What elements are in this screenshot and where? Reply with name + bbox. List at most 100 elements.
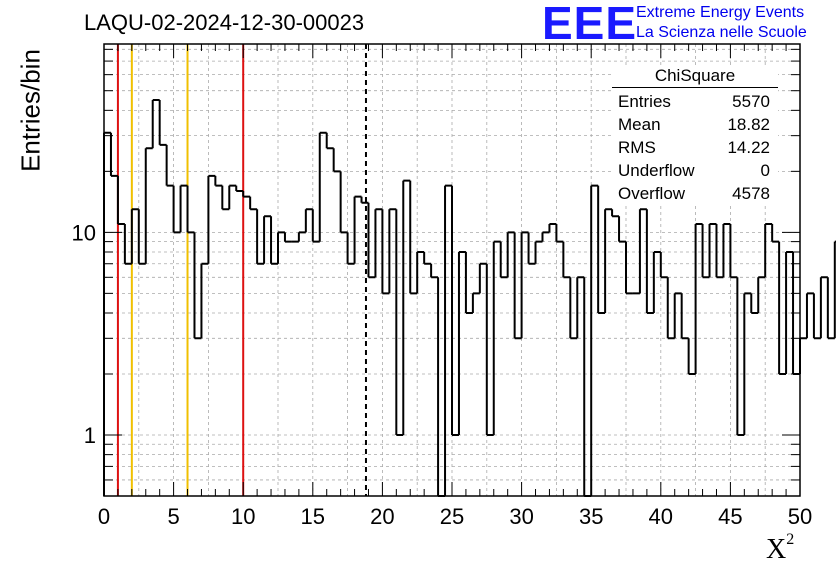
histogram-bin xyxy=(270,216,278,265)
histogram-bin xyxy=(332,148,341,173)
y-tick-label: 10 xyxy=(72,220,96,245)
histogram-bin xyxy=(277,231,285,264)
histogram-bin xyxy=(207,174,216,264)
histogram-bin xyxy=(353,195,362,264)
histogram-bin xyxy=(249,196,258,211)
x-tick-label: 25 xyxy=(440,504,464,529)
stats-value: 0 xyxy=(760,161,770,180)
stats-box: ChiSquare Entries 5570 Mean 18.82 RMS 14.22… xyxy=(612,66,778,205)
histogram-bin xyxy=(360,196,369,204)
x-tick-label: 35 xyxy=(579,504,603,529)
stats-value: 4578 xyxy=(732,184,770,203)
histogram-bin xyxy=(444,184,452,496)
histogram-bin xyxy=(423,251,432,265)
histogram-bin xyxy=(228,184,237,210)
x-tick-label: 40 xyxy=(649,504,673,529)
stats-row-rms: RMS 14.22 xyxy=(612,136,778,159)
histogram-bin xyxy=(137,209,146,265)
logo-text-line2: La Scienza nelle Scuole xyxy=(636,24,807,41)
logo-text-line1: Extreme Energy Events xyxy=(636,4,805,21)
histogram-bin xyxy=(819,276,828,339)
histogram-bin xyxy=(778,241,787,375)
histogram-bin xyxy=(123,223,132,265)
histogram-bin xyxy=(590,184,599,496)
histogram-bin xyxy=(625,241,633,295)
histogram-bin xyxy=(346,232,355,265)
histogram-bin xyxy=(165,144,174,187)
stats-value: 18.82 xyxy=(727,115,770,134)
histogram-bin xyxy=(318,131,327,242)
histogram-bin xyxy=(680,293,689,340)
x-tick-label: 30 xyxy=(509,504,533,529)
histogram-bin xyxy=(367,202,376,279)
histogram-bin xyxy=(673,292,682,339)
histogram-bin xyxy=(722,222,731,278)
histogram-bin xyxy=(381,209,390,295)
histogram-bin xyxy=(618,216,626,243)
stats-label: RMS xyxy=(618,138,656,157)
y-axis-label: Entries/bin xyxy=(15,49,46,172)
run-title: LAQU-02-2024-12-30-00023 xyxy=(84,10,365,35)
histogram-bin xyxy=(186,185,195,234)
stats-row-entries: Entries 5570 xyxy=(612,90,778,113)
histogram-bin xyxy=(325,132,334,150)
histogram-bin xyxy=(256,209,265,265)
histogram-bin xyxy=(652,250,661,313)
histogram-bin xyxy=(569,277,578,340)
histogram-bin xyxy=(694,222,703,374)
histogram-bin xyxy=(395,209,404,436)
stats-label: Entries xyxy=(618,92,671,111)
histogram-bin xyxy=(743,292,752,435)
stats-value: 5570 xyxy=(732,92,770,111)
histogram-bin xyxy=(597,185,606,314)
histogram-bin xyxy=(179,184,188,233)
stats-row-underflow: Underflow 0 xyxy=(612,159,778,182)
histogram-bin xyxy=(409,180,418,295)
histogram-bin xyxy=(812,293,821,340)
eee-logo: EEE xyxy=(542,0,638,49)
histogram-bin xyxy=(708,222,717,278)
histogram-bin xyxy=(471,292,480,313)
histogram-bin xyxy=(263,215,272,264)
x-tick-label: 15 xyxy=(301,504,325,529)
histogram-bin xyxy=(506,231,515,278)
histogram-bin xyxy=(242,190,251,198)
histogram-bin xyxy=(221,185,230,211)
stats-value: 14.22 xyxy=(727,138,770,157)
histogram-bin xyxy=(151,98,160,149)
x-tick-label: 50 xyxy=(788,504,812,529)
histogram-bin xyxy=(193,232,202,340)
stats-title: ChiSquare xyxy=(612,66,778,88)
histogram-bin xyxy=(729,223,738,279)
y-tick-label: 1 xyxy=(84,423,96,448)
x-tick-label: 20 xyxy=(370,504,394,529)
histogram-bins xyxy=(103,98,836,497)
histogram-bin xyxy=(402,179,411,435)
histogram-bin xyxy=(611,209,620,218)
histogram-bin xyxy=(513,232,522,340)
histogram-bin xyxy=(562,241,571,279)
histogram-bin xyxy=(130,208,139,264)
x-axis-label: X2 xyxy=(766,531,794,566)
histogram-bin xyxy=(583,277,592,497)
histogram-bin xyxy=(736,277,745,436)
histogram-bin xyxy=(659,251,668,279)
histogram-bin xyxy=(144,147,153,264)
histogram-bin xyxy=(520,231,529,339)
x-tick-label: 5 xyxy=(167,504,179,529)
x-tick-label: 45 xyxy=(718,504,742,529)
histogram-bin xyxy=(548,222,557,233)
histogram-bin xyxy=(457,250,466,435)
x-axis-label-base: X xyxy=(766,534,787,565)
histogram-bin xyxy=(103,131,111,496)
stats-row-overflow: Overflow 4578 xyxy=(612,182,778,205)
histogram-bin xyxy=(451,185,459,436)
histogram-bin xyxy=(304,208,313,233)
histogram-bin xyxy=(826,277,835,340)
histogram-bin xyxy=(499,241,508,279)
axis-ticks xyxy=(103,44,801,496)
x-tick-label: 0 xyxy=(98,504,110,529)
histogram-bin xyxy=(764,222,773,278)
histogram-bin xyxy=(534,240,543,264)
